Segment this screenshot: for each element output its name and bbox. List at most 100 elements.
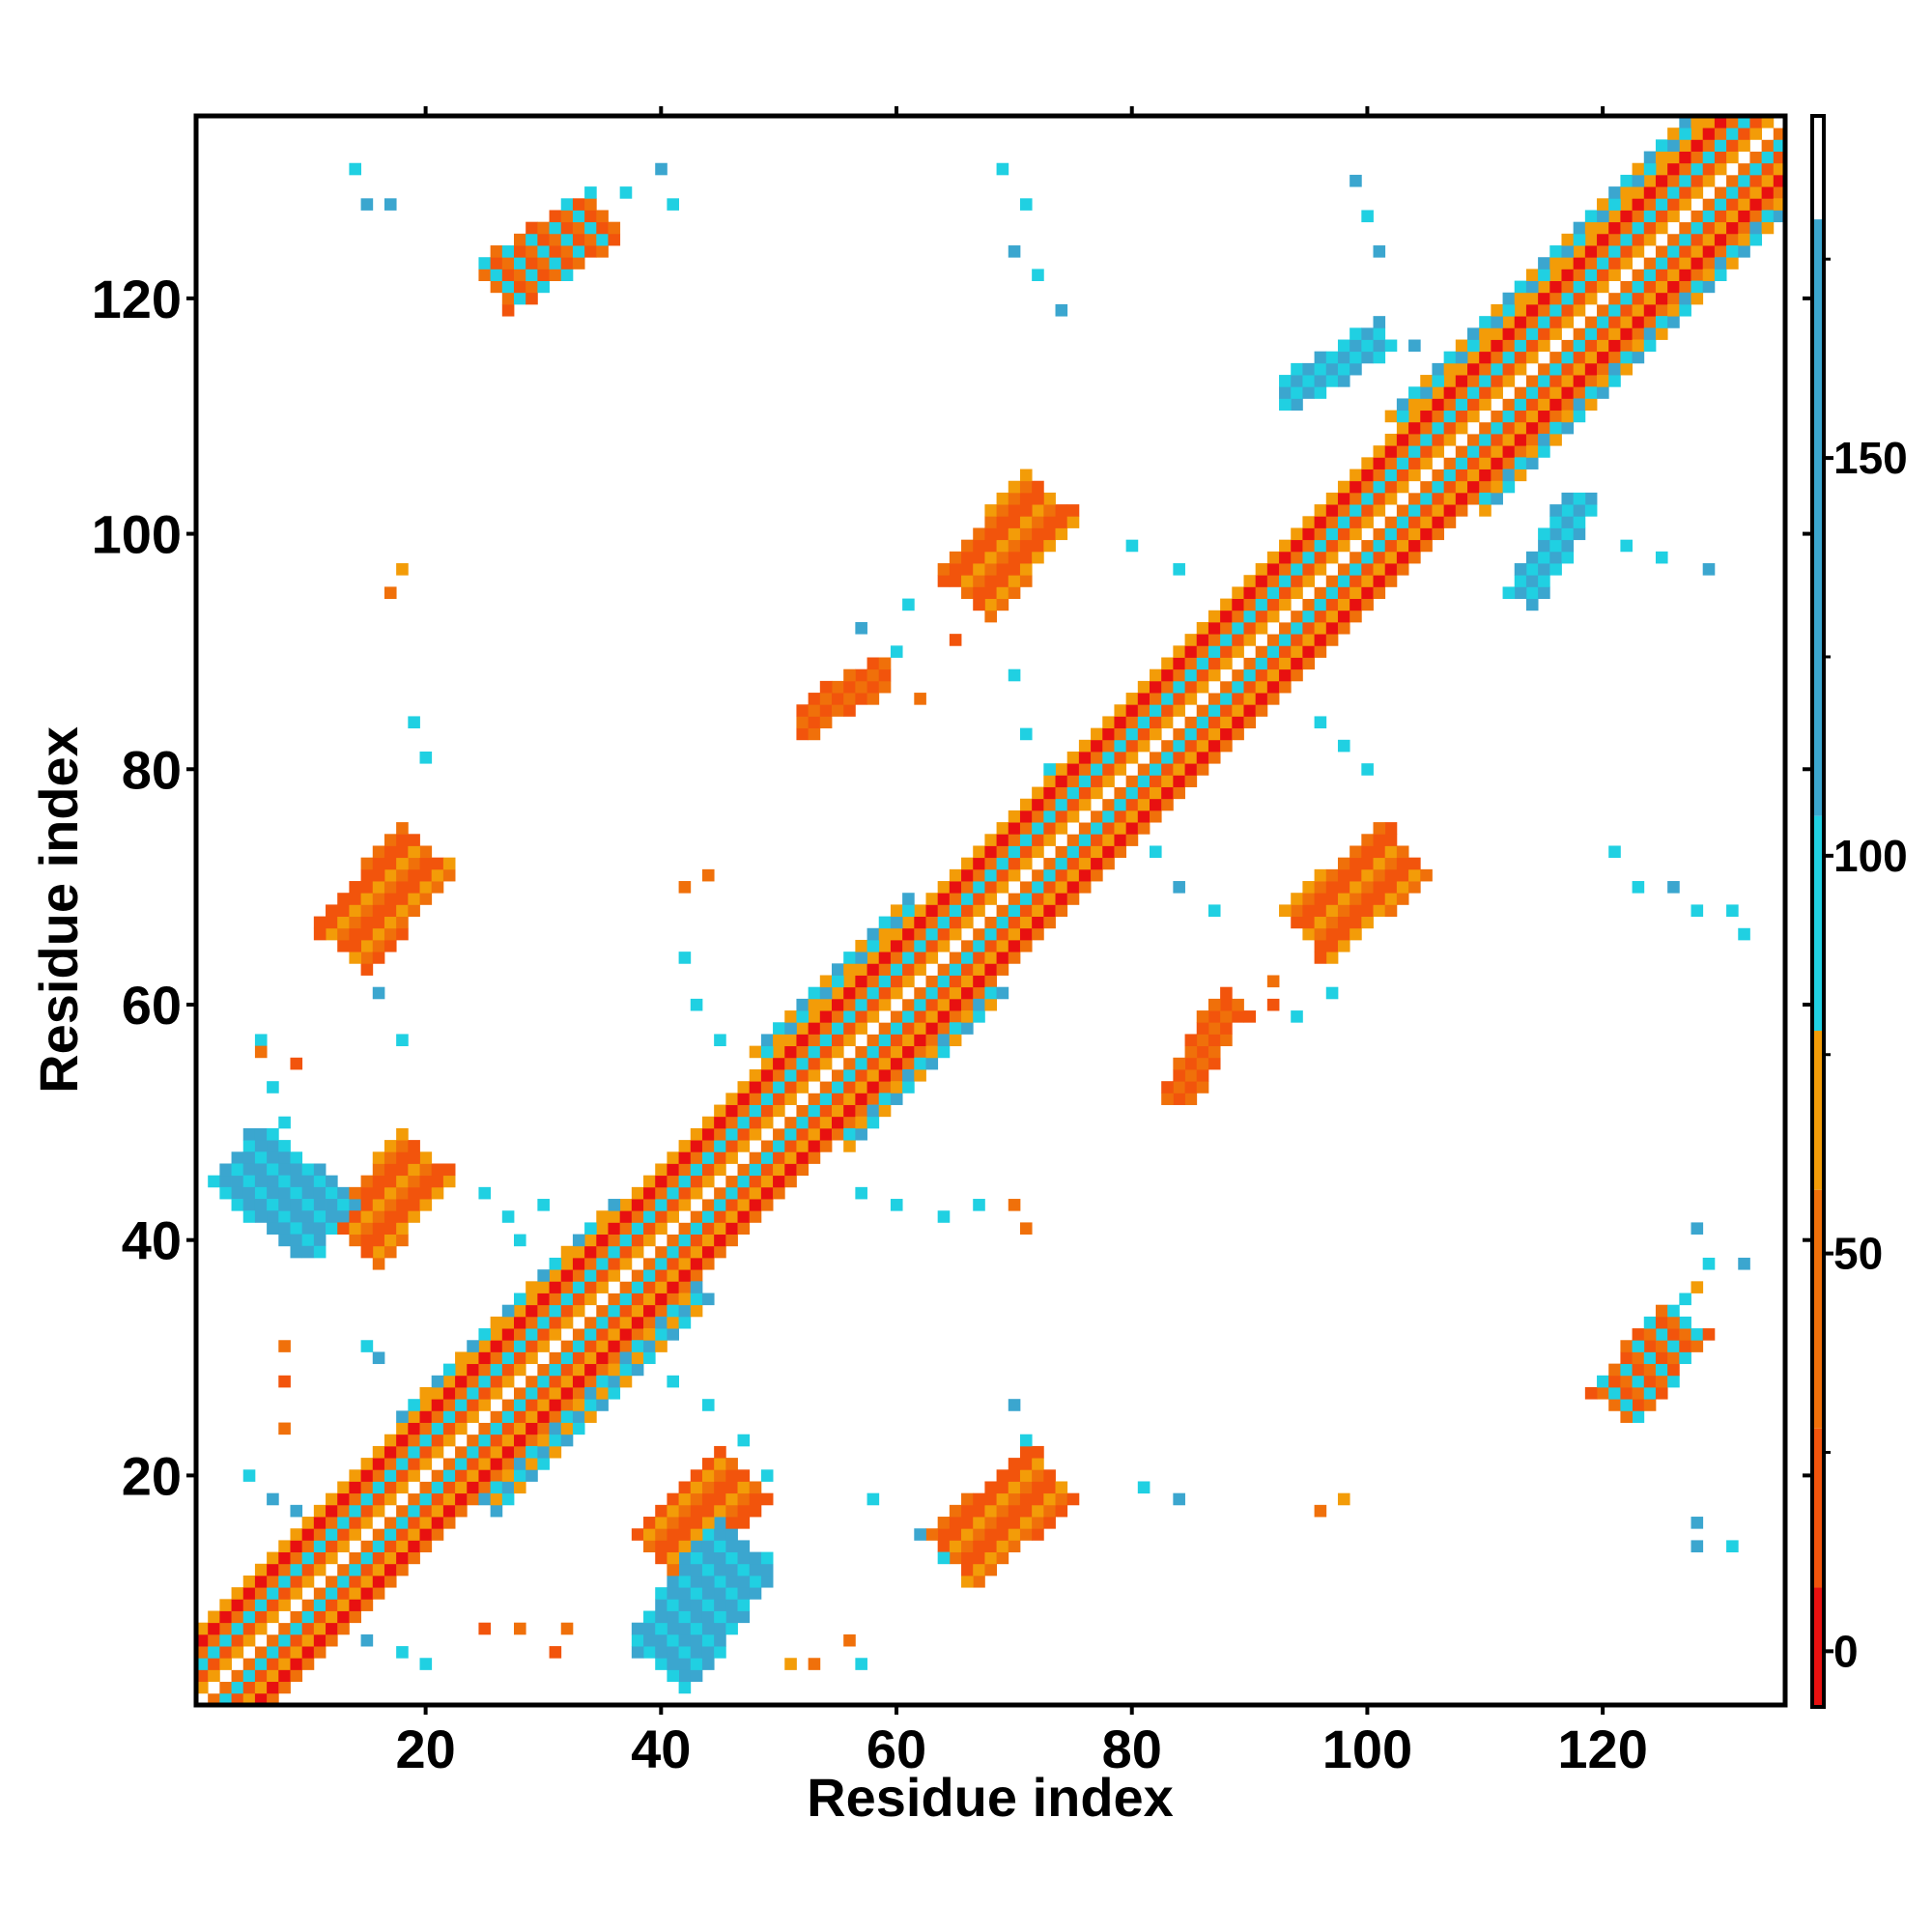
heatmap-cell bbox=[549, 233, 562, 246]
heatmap-cell bbox=[1043, 916, 1056, 929]
heatmap-cell bbox=[996, 504, 1009, 517]
heatmap-cell bbox=[1302, 927, 1315, 941]
heatmap-cell bbox=[1008, 1481, 1021, 1494]
heatmap-cell bbox=[690, 1210, 703, 1223]
colorbar-band bbox=[1812, 219, 1824, 816]
heatmap-cell bbox=[442, 868, 456, 882]
heatmap-cell bbox=[878, 1069, 892, 1082]
colorbar-band bbox=[1812, 1031, 1824, 1190]
heatmap-cell bbox=[608, 1234, 621, 1247]
heatmap-cell bbox=[396, 1563, 409, 1577]
heatmap-cell bbox=[737, 1587, 751, 1600]
heatmap-cell bbox=[1643, 327, 1657, 340]
heatmap-cell bbox=[231, 1199, 244, 1211]
heatmap-cell bbox=[1761, 198, 1775, 211]
heatmap-cell bbox=[278, 1622, 291, 1635]
heatmap-cell bbox=[1220, 657, 1233, 670]
heatmap-cell bbox=[396, 1528, 409, 1541]
heatmap-cell bbox=[1137, 763, 1151, 776]
heatmap-cell bbox=[408, 1399, 420, 1411]
heatmap-cell bbox=[701, 1175, 715, 1188]
heatmap-cell bbox=[278, 1587, 291, 1600]
colorbar-tick-label: 0 bbox=[1833, 1626, 1859, 1676]
heatmap-cell bbox=[843, 1140, 856, 1152]
heatmap-cell bbox=[819, 693, 833, 705]
heatmap-cell bbox=[360, 1551, 374, 1565]
heatmap-cell bbox=[396, 857, 409, 870]
heatmap-cell bbox=[808, 1093, 821, 1105]
heatmap-cell bbox=[1019, 834, 1033, 846]
heatmap-cell bbox=[1266, 975, 1280, 988]
heatmap-cell bbox=[1078, 822, 1092, 835]
heatmap-cell bbox=[1726, 116, 1739, 128]
heatmap-cell bbox=[467, 1469, 479, 1482]
heatmap-cell bbox=[537, 1410, 550, 1423]
heatmap-cell bbox=[1667, 245, 1680, 258]
heatmap-cell bbox=[678, 1658, 692, 1670]
heatmap-cell bbox=[690, 1658, 703, 1670]
heatmap-cell bbox=[372, 881, 385, 894]
heatmap-cell bbox=[1643, 257, 1657, 270]
heatmap-cell bbox=[1255, 621, 1268, 635]
heatmap-cell bbox=[1561, 375, 1575, 387]
heatmap-cell bbox=[1655, 269, 1668, 281]
heatmap-cell bbox=[925, 1022, 939, 1035]
heatmap-cell bbox=[431, 1422, 444, 1435]
heatmap-cell bbox=[442, 1163, 456, 1177]
heatmap-cell bbox=[1337, 739, 1350, 753]
heatmap-cell bbox=[1019, 798, 1033, 811]
heatmap-cell bbox=[701, 1257, 715, 1270]
heatmap-cell bbox=[560, 269, 574, 281]
heatmap-cell bbox=[1066, 834, 1080, 846]
heatmap-cell bbox=[714, 1034, 726, 1047]
heatmap-cell bbox=[1243, 621, 1257, 635]
heatmap-cell bbox=[655, 1175, 668, 1188]
heatmap-cell bbox=[326, 1175, 338, 1188]
heatmap-cell bbox=[890, 1199, 903, 1211]
heatmap-cell bbox=[1043, 904, 1056, 917]
heatmap-cell bbox=[1043, 775, 1056, 787]
heatmap-cell bbox=[549, 1269, 562, 1282]
heatmap-cell bbox=[1408, 421, 1421, 435]
heatmap-cell bbox=[1314, 362, 1327, 376]
heatmap-cell bbox=[1408, 551, 1421, 564]
heatmap-cell bbox=[1467, 386, 1480, 399]
heatmap-cell bbox=[1184, 1093, 1198, 1105]
heatmap-cell bbox=[984, 1528, 997, 1541]
heatmap-cell bbox=[431, 881, 444, 894]
heatmap-cell bbox=[1325, 939, 1339, 952]
heatmap-cell bbox=[560, 210, 574, 223]
heatmap-cell bbox=[1420, 504, 1433, 517]
heatmap-cell bbox=[961, 1575, 974, 1588]
heatmap-cell bbox=[832, 963, 844, 976]
heatmap-cell bbox=[326, 916, 338, 929]
heatmap-cell bbox=[219, 1610, 232, 1624]
heatmap-cell bbox=[701, 1210, 715, 1223]
heatmap-cell bbox=[290, 1504, 303, 1518]
heatmap-cell bbox=[1632, 162, 1645, 176]
heatmap-cell bbox=[1196, 634, 1209, 646]
heatmap-cell bbox=[1702, 210, 1716, 223]
heatmap-cell bbox=[313, 1222, 327, 1235]
heatmap-cell bbox=[1643, 1399, 1657, 1411]
heatmap-cell bbox=[690, 1234, 703, 1247]
heatmap-cell bbox=[1408, 445, 1421, 458]
heatmap-cell bbox=[843, 1116, 856, 1129]
heatmap-cell bbox=[1008, 245, 1021, 258]
heatmap-cell bbox=[1208, 693, 1221, 705]
heatmap-cell bbox=[1302, 551, 1315, 564]
heatmap-cell bbox=[1714, 245, 1727, 258]
heatmap-cell bbox=[560, 1328, 574, 1341]
heatmap-cell bbox=[419, 1399, 433, 1411]
heatmap-cell bbox=[278, 1186, 291, 1200]
heatmap-cell bbox=[1350, 868, 1362, 882]
heatmap-cell bbox=[1314, 881, 1327, 894]
heatmap-cell bbox=[1561, 303, 1575, 317]
heatmap-cell bbox=[326, 1210, 338, 1223]
heatmap-cell bbox=[725, 1563, 738, 1577]
heatmap-cell bbox=[1479, 316, 1492, 328]
heatmap-cell bbox=[1184, 763, 1198, 776]
heatmap-cell bbox=[1361, 845, 1374, 859]
heatmap-cell bbox=[242, 1469, 256, 1482]
heatmap-cell bbox=[1325, 563, 1339, 576]
